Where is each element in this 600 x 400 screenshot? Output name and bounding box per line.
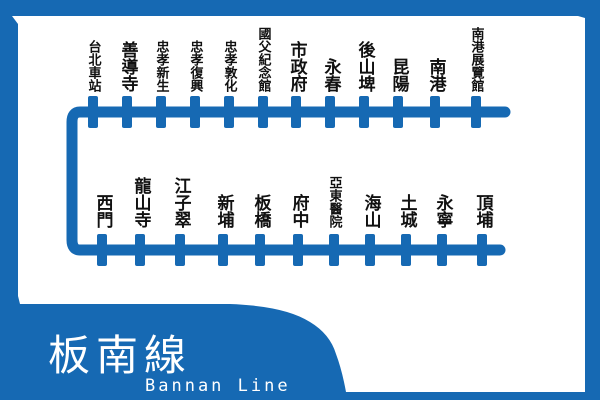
station-label: 昆陽 xyxy=(388,58,409,92)
station-label: 國父紀念館 xyxy=(255,27,271,92)
bottom-station-markers xyxy=(97,234,487,266)
station-marker xyxy=(175,234,185,266)
station-marker xyxy=(97,234,107,266)
station-label: 龍山寺 xyxy=(130,177,151,228)
station-marker xyxy=(156,96,166,128)
station-marker xyxy=(437,234,447,266)
station-label: 忠孝新生 xyxy=(153,40,169,92)
station-label: 台北車站 xyxy=(85,40,101,92)
station-label: 永寧 xyxy=(432,194,453,228)
line-track xyxy=(66,106,511,256)
station-label: 永春 xyxy=(320,58,341,92)
station-marker xyxy=(291,96,301,128)
station-marker xyxy=(255,234,265,266)
station-marker xyxy=(329,234,339,266)
station-label: 善導寺 xyxy=(117,41,138,92)
station-label: 南港 xyxy=(425,58,446,92)
station-label: 後山埤 xyxy=(354,41,375,92)
station-marker xyxy=(401,234,411,266)
station-label: 府中 xyxy=(288,194,309,228)
station-label: 市政府 xyxy=(286,41,307,92)
station-label: 忠孝復興 xyxy=(187,40,203,92)
station-marker xyxy=(471,96,481,128)
station-label: 西門 xyxy=(92,194,113,228)
station-label: 亞東醫院 xyxy=(326,176,342,228)
station-marker xyxy=(122,96,132,128)
station-label: 海山 xyxy=(360,194,381,228)
station-marker xyxy=(135,234,145,266)
station-marker xyxy=(477,234,487,266)
station-label: 土城 xyxy=(396,194,417,228)
station-label: 板橋 xyxy=(250,194,271,228)
station-marker xyxy=(258,96,268,128)
station-label: 江子翠 xyxy=(170,177,191,228)
station-marker xyxy=(359,96,369,128)
station-marker xyxy=(224,96,234,128)
line-title: 板南線 xyxy=(48,331,193,380)
station-label: 新埔 xyxy=(213,194,234,228)
station-marker xyxy=(430,96,440,128)
station-label: 頂埔 xyxy=(472,194,493,228)
station-marker xyxy=(293,234,303,266)
station-marker xyxy=(393,96,403,128)
top-station-markers xyxy=(88,96,481,128)
station-marker xyxy=(365,234,375,266)
station-marker xyxy=(325,96,335,128)
line-subtitle: Bannan Line xyxy=(145,376,291,396)
station-marker xyxy=(88,96,98,128)
station-label: 南港展覽館 xyxy=(468,27,484,92)
station-marker xyxy=(190,96,200,128)
station-label: 忠孝敦化 xyxy=(221,40,237,92)
station-marker xyxy=(218,234,228,266)
